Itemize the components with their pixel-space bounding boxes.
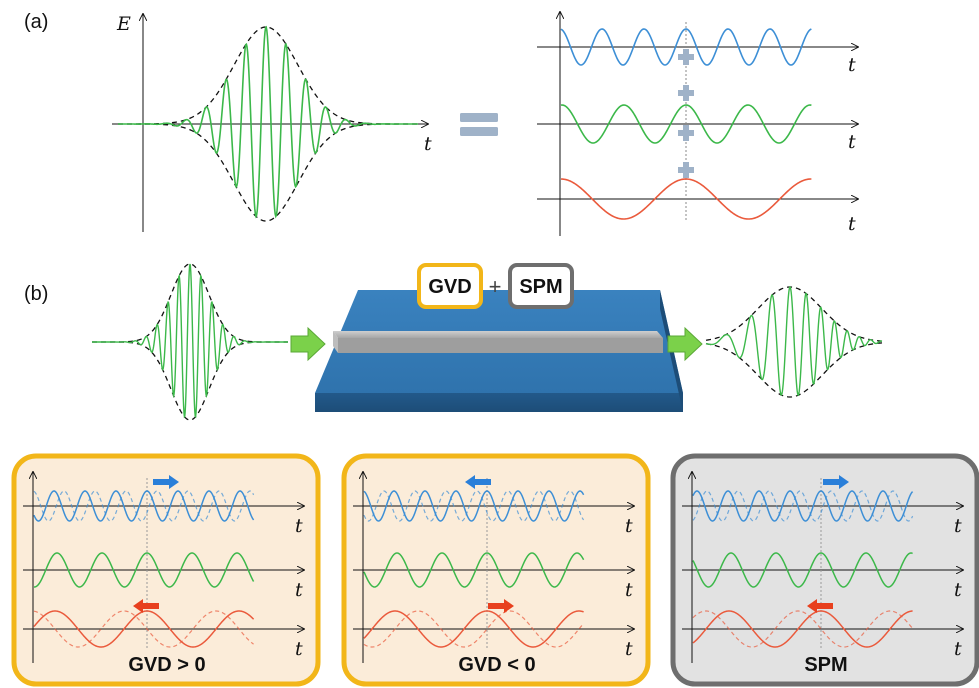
output-pulse-carrier [705,285,883,396]
output-pulse-envelope-top [705,286,883,342]
component-red-t-label: t [848,213,856,235]
component-blue-t-label: t [848,54,856,76]
effect-box-gvd-negative: t t t GVD < 0 [341,453,651,687]
effect-red-wave-shifted [363,610,585,648]
pulse-plot-a: E t [112,13,432,232]
effect-t-label-3: t [295,638,303,660]
output-arrow-shape [667,326,703,362]
equals-sign-top-bar [460,113,498,122]
effect-red-wave [33,610,255,648]
effect-caption: SPM [804,654,847,676]
blue-shift-arrow [465,475,491,489]
waveguide-side [333,331,338,353]
input-pulse [92,263,288,421]
red-shift-arrow [807,599,833,613]
plus-sign-2 [678,85,694,101]
plus-sign-1 [678,49,694,65]
components-plot-a: t t t [537,12,858,236]
red-shift-arrow [488,599,514,613]
input-pulse-envelope-top [92,263,288,343]
panel-a-label: (a) [24,11,48,33]
effect-blue-wave-shifted [33,490,255,522]
gvd-spm-plus: + [489,274,502,299]
pulse-plot-a-x-label: t [424,133,432,155]
spm-box-label: SPM [519,276,562,298]
component-red-wave [560,178,812,220]
waveguide-chip [315,290,683,412]
effect-blue-wave-shifted [692,490,914,522]
plus-sign-1-horizontal [678,54,694,60]
gvd-box-label: GVD [428,276,471,298]
plus-sign-3-horizontal [678,130,694,136]
effect-blue-wave [363,490,585,522]
effect-t-label-2: t [954,579,962,601]
gvd-box: GVD [417,263,483,309]
effect-t-label-1: t [625,515,633,537]
effect-blue-wave [33,490,255,522]
input-arrow [290,326,326,362]
component-blue-wave [560,28,812,66]
red-shift-arrow [133,599,159,613]
effect-green-wave [33,552,255,588]
pulse-plot-a-y-label: E [116,13,131,35]
equals-sign [460,113,498,136]
effect-blue-wave-shifted [363,490,585,522]
effect-t-label-1: t [295,515,303,537]
effect-t-label-2: t [295,579,303,601]
output-pulse [705,285,883,398]
chip-front-face [315,393,683,412]
input-arrow-shape [290,326,326,362]
waveguide-front [338,338,663,353]
equals-sign-bottom-bar [460,127,498,136]
effect-red-wave-shifted [692,610,914,648]
component-green-t-label: t [848,131,856,153]
waveguide-top [333,331,663,338]
panel-b-label: (b) [24,283,48,305]
plus-sign-4-horizontal [678,167,694,173]
input-pulse-envelope-bottom [92,341,288,421]
effect-green-wave [363,552,585,588]
plus-sign-3 [678,125,694,141]
plus-sign-2-horizontal [678,90,694,96]
effect-red-wave [692,610,913,648]
effect-t-label-2: t [625,579,633,601]
effect-caption: GVD < 0 [458,654,535,676]
pulse-a-carrier [118,25,418,219]
effect-blue-wave [692,490,914,522]
input-pulse-carrier [92,263,288,419]
blue-shift-arrow [823,475,849,489]
plus-sign-4 [678,162,694,178]
spm-box: SPM [508,263,574,309]
gvd-box-frame [417,263,483,309]
pulse-a-envelope-bottom [118,123,418,222]
effect-green-wave [692,552,913,588]
plus-signs-group [678,49,694,178]
effect-box-spm: t t t SPM [670,453,979,687]
spm-box-frame [508,263,574,309]
effect-t-label-1: t [954,515,962,537]
effect-t-label-3: t [954,638,962,660]
effect-t-label-3: t [625,638,633,660]
effect-caption: GVD > 0 [128,654,205,676]
effect-red-wave [363,610,584,648]
effect-box-gvd-positive: t t t GVD > 0 [11,453,321,687]
component-green-wave [560,104,812,144]
blue-shift-arrow [153,475,179,489]
output-arrow [667,326,703,362]
effect-red-wave-shifted [33,610,254,648]
